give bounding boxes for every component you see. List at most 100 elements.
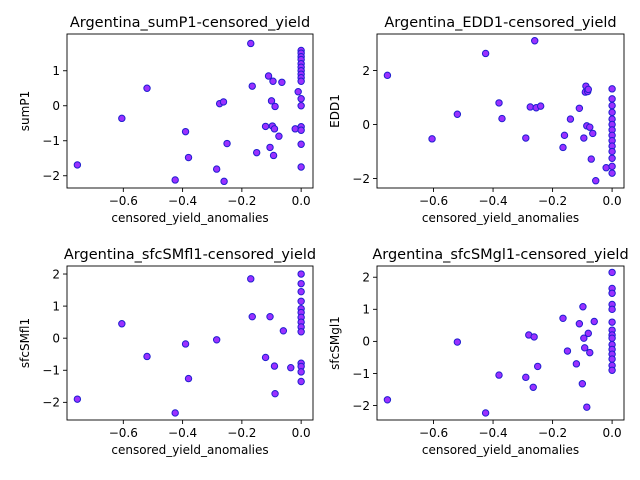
data-point [560,131,569,140]
x-tick-label: 0.0 [292,194,311,208]
y-axis-label: sfcSMfl1 [18,318,32,368]
x-tick-label: 0.0 [603,426,622,440]
y-tick-label: 0 [52,331,60,345]
x-tick-label: −0.2 [538,426,567,440]
data-point [297,77,305,85]
data-point [608,162,616,171]
x-tick-label: −0.4 [478,426,507,440]
data-point [171,409,179,417]
data-point [248,82,256,90]
data-point [608,154,616,162]
data-point [278,78,286,87]
y-axis-label: EDD1 [328,94,342,128]
data-point [608,95,616,103]
data-point [608,101,616,110]
data-point [580,334,588,342]
subplot-2: Argentina_EDD1-censored_yield −0.6 −0.4 −0.… [328,15,625,225]
x-tick-label: −0.2 [227,194,256,208]
x-tick-label: −0.2 [227,426,256,440]
data-point [495,99,503,107]
x-axis-label: censored_yield_anomalies [422,443,579,457]
y-tick-label: −2 [42,169,60,183]
data-point [608,334,616,342]
data-point [297,377,305,386]
axes-frame [376,33,625,189]
axes-frame [66,265,314,421]
y-tick-label: 2 [362,64,370,78]
data-point [248,312,256,321]
y-tick-label: 0 [362,335,370,349]
y-tick-label: 2 [52,267,60,281]
x-tick-label: −0.4 [168,194,197,208]
data-point [563,347,572,355]
data-point [181,127,190,136]
data-point [580,134,588,142]
data-point [279,327,288,335]
y-tick-label: 2 [362,271,370,285]
x-tick-label: 0.0 [603,194,622,208]
data-point [575,104,584,112]
data-point [297,102,305,110]
data-point [287,364,295,372]
subplot-4: Argentina_sfcSMgl1-censored_yield −0.6 −0.… [328,247,629,457]
data-point [247,275,255,283]
y-tick-label: −2 [352,399,370,413]
data-point [271,389,279,398]
data-point [297,287,305,296]
data-point [252,148,261,157]
x-tick-label: −0.6 [419,194,448,208]
subplot-1: Argentina_sumP1-censored_yield −0.6 −0.4 −0… [18,15,314,225]
x-tick-label: −0.6 [109,194,138,208]
data-point [586,123,594,131]
data-point [219,98,228,106]
data-point [529,383,537,391]
data-point [587,155,595,163]
x-tick-label: −0.4 [168,426,197,440]
data-point [559,143,567,152]
data-point [266,312,274,321]
data-point [181,340,190,348]
data-point [383,71,392,80]
data-point [578,380,587,388]
data-point [184,153,193,162]
data-point [297,126,305,134]
data-point [271,102,279,111]
markers [383,268,616,417]
data-point [453,338,462,346]
data-point [264,72,273,80]
data-point [592,177,600,185]
data-point [247,39,255,48]
data-point [453,110,462,118]
data-point [223,139,231,148]
axes-frame [376,265,625,421]
data-point [584,329,592,338]
y-tick-label: 0 [362,118,370,132]
data-point [269,151,278,160]
data-point [608,169,616,177]
data-point [581,344,589,352]
data-point [602,164,610,172]
x-axis-label: censored_yield_anomalies [422,211,579,225]
data-point [383,396,392,404]
y-tick-label: 1 [52,299,60,313]
data-point [608,366,616,374]
data-point [270,362,279,370]
data-point [143,84,151,92]
y-tick-label: −1 [352,367,370,381]
data-point [220,177,228,186]
y-axis-label: sfcSMgl1 [328,316,342,370]
data-point [261,122,270,131]
axes-frame [66,33,314,189]
y-axis-label: sumP1 [18,91,32,131]
data-point [297,328,305,336]
data-point [536,102,545,110]
data-point [533,362,542,371]
data-point [608,289,616,297]
data-point [143,352,151,361]
x-axis-label: censored_yield_anomalies [111,211,268,225]
data-point [297,270,305,278]
x-axis-label: censored_yield_anomalies [111,443,268,457]
data-point [579,303,587,311]
data-point [526,103,534,111]
x-tick-label: −0.2 [538,194,567,208]
